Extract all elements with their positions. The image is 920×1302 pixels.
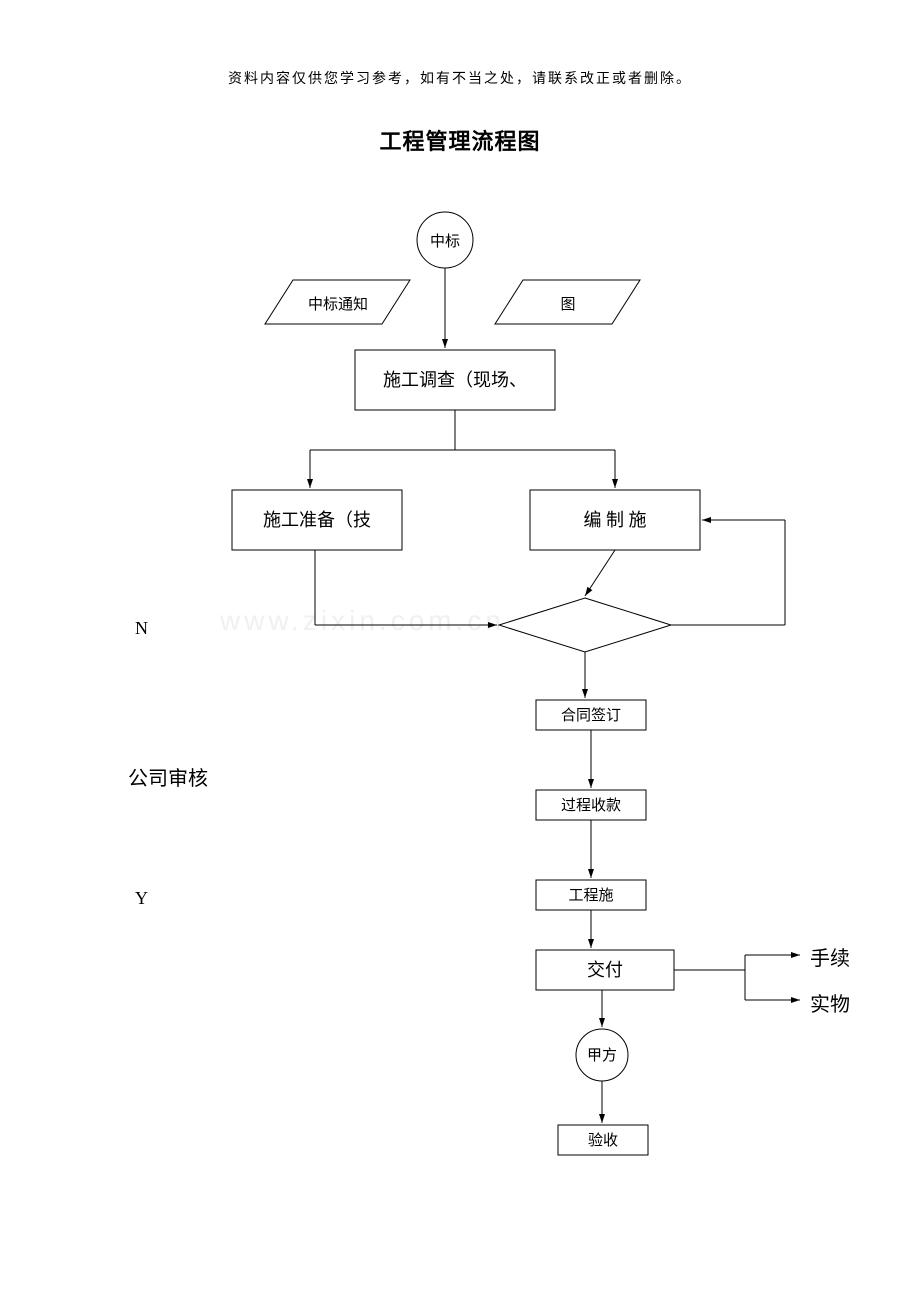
rect-process-label: 过程收款: [561, 797, 621, 814]
proc-label: 手续: [810, 942, 850, 971]
real-label: 实物: [810, 988, 850, 1017]
rect-plan-label: 编 制 施: [584, 510, 647, 530]
rect-contract-label: 合同签订: [561, 707, 621, 724]
start-label: 中标: [430, 233, 460, 250]
n-label: N: [135, 618, 148, 639]
rect-accept-label: 验收: [588, 1132, 618, 1149]
party-label: 甲方: [587, 1047, 617, 1064]
rect-survey-label: 施工调查（现场、: [383, 370, 527, 390]
rect-deliver-label: 交付: [587, 960, 623, 980]
decision-node: [499, 598, 671, 652]
para-right-label: 图: [560, 296, 575, 313]
audit-label: 公司审核: [128, 762, 208, 791]
edge-plan-decision: [585, 550, 615, 596]
rect-prep-label: 施工准备（技: [263, 510, 371, 530]
para-left-label: 中标通知: [308, 296, 368, 313]
y-label: Y: [135, 888, 148, 909]
rect-eng-label: 工程施: [568, 887, 613, 904]
flowchart-svg: 中标 中标通知 图 施工调查（现场、 施工准备（技 编 制 施 合同签订 过程收…: [0, 0, 920, 1302]
